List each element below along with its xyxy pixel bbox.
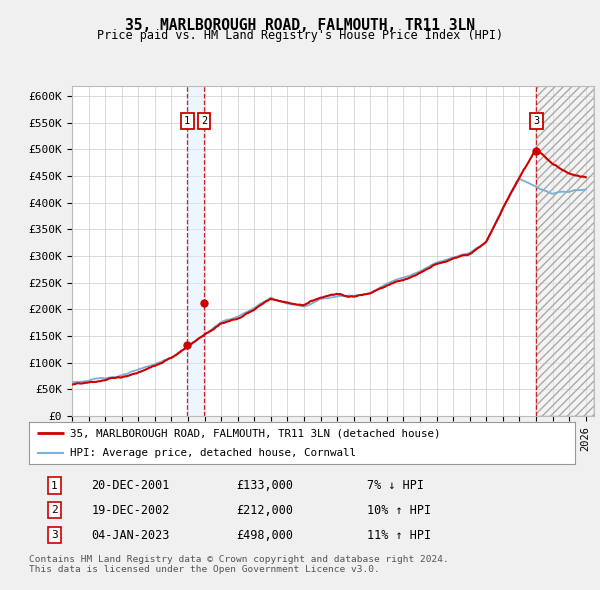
Text: 2: 2: [51, 506, 58, 515]
Text: Price paid vs. HM Land Registry's House Price Index (HPI): Price paid vs. HM Land Registry's House …: [97, 30, 503, 42]
Text: 1: 1: [184, 116, 190, 126]
Bar: [536, 86, 594, 416]
Text: 11% ↑ HPI: 11% ↑ HPI: [367, 529, 431, 542]
Text: 1: 1: [51, 481, 58, 490]
Text: 7% ↓ HPI: 7% ↓ HPI: [367, 479, 424, 492]
Text: 3: 3: [533, 116, 539, 126]
Bar: [187, 86, 204, 416]
Text: 20-DEC-2001: 20-DEC-2001: [92, 479, 170, 492]
Text: 04-JAN-2023: 04-JAN-2023: [92, 529, 170, 542]
Text: 3: 3: [51, 530, 58, 540]
Text: £133,000: £133,000: [236, 479, 293, 492]
Text: Contains HM Land Registry data © Crown copyright and database right 2024.
This d: Contains HM Land Registry data © Crown c…: [29, 555, 449, 574]
Text: 35, MARLBOROUGH ROAD, FALMOUTH, TR11 3LN: 35, MARLBOROUGH ROAD, FALMOUTH, TR11 3LN: [125, 18, 475, 32]
Text: £212,000: £212,000: [236, 504, 293, 517]
Text: 2: 2: [201, 116, 207, 126]
Text: 10% ↑ HPI: 10% ↑ HPI: [367, 504, 431, 517]
Text: £498,000: £498,000: [236, 529, 293, 542]
Text: 35, MARLBOROUGH ROAD, FALMOUTH, TR11 3LN (detached house): 35, MARLBOROUGH ROAD, FALMOUTH, TR11 3LN…: [70, 428, 440, 438]
Bar: [536, 86, 594, 416]
Text: HPI: Average price, detached house, Cornwall: HPI: Average price, detached house, Corn…: [70, 448, 356, 458]
Text: 19-DEC-2002: 19-DEC-2002: [92, 504, 170, 517]
